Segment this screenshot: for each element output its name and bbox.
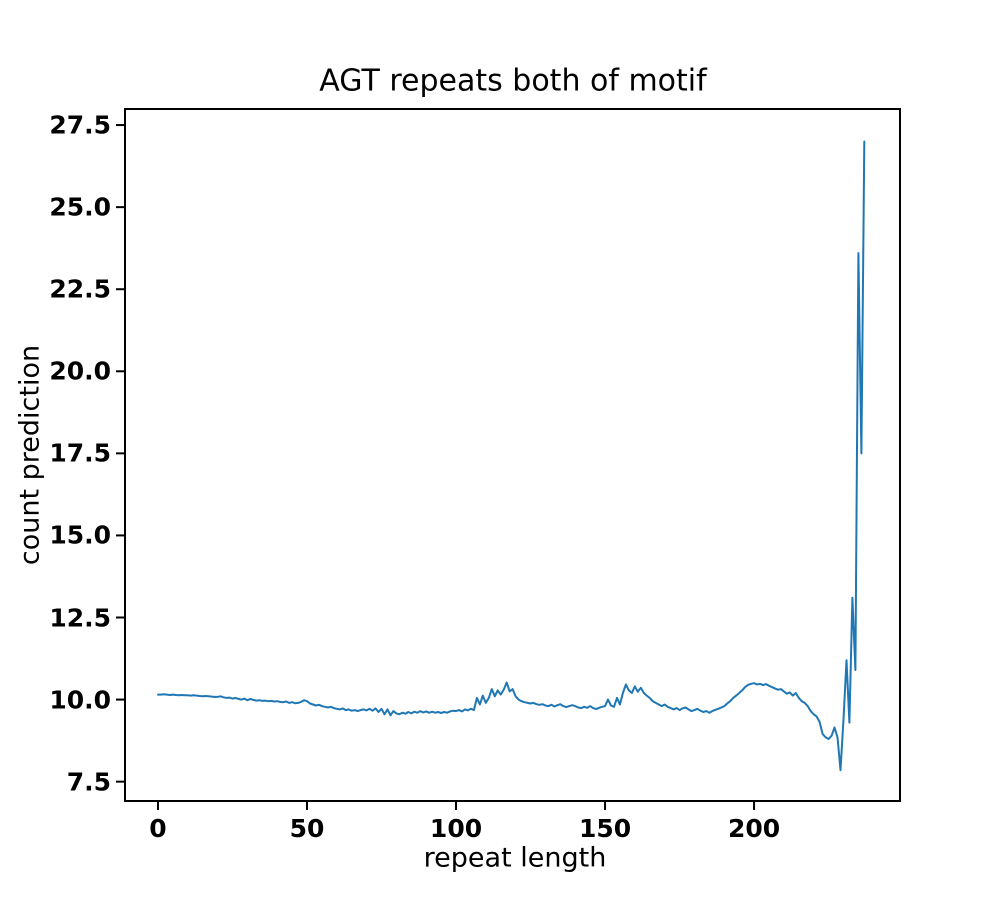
y-tick-label: 15.0 <box>49 520 111 550</box>
x-tick-label: 0 <box>149 814 167 843</box>
x-tick-label: 150 <box>578 814 632 843</box>
tick-marks <box>116 124 756 810</box>
y-tick-label: 7.5 <box>66 767 111 797</box>
series-line <box>157 140 866 772</box>
x-tick-label: 200 <box>727 814 781 843</box>
y-tick-label: 20.0 <box>49 356 111 386</box>
x-axis-label: repeat length <box>423 842 607 874</box>
y-tick-label: 22.5 <box>49 274 111 304</box>
y-tick-label: 25.0 <box>49 192 111 222</box>
y-tick-label: 12.5 <box>49 603 111 632</box>
x-tick-label: 50 <box>289 814 325 843</box>
y-tick-label: 17.5 <box>49 438 111 468</box>
y-axis-label: count prediction <box>14 344 46 566</box>
chart-title: AGT repeats both of motif <box>319 63 707 99</box>
y-tick-label: 27.5 <box>49 110 111 140</box>
x-tick-label: 100 <box>429 814 483 843</box>
y-tick-label: 10.0 <box>49 685 111 715</box>
